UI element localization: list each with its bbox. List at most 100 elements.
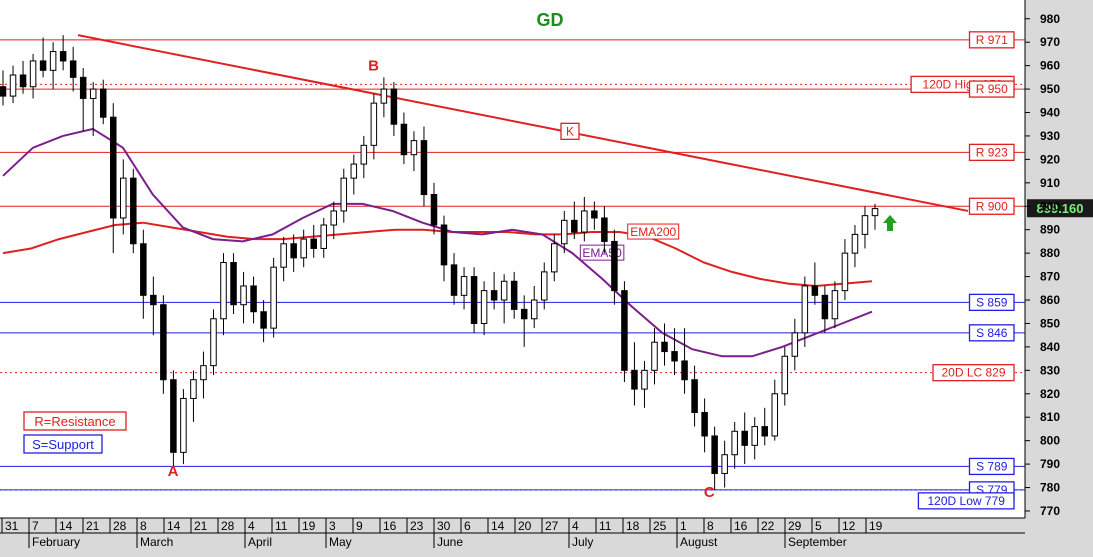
level-label-box <box>968 31 1015 49</box>
candle-body <box>681 360 688 381</box>
x-tick-label: 11 <box>599 519 612 533</box>
x-tick-label: 31 <box>5 519 19 533</box>
y-tick-label: 970 <box>1040 35 1060 49</box>
y-tick-label: 820 <box>1040 387 1060 401</box>
month-label: March <box>140 535 173 549</box>
x-tick-label: 4 <box>572 519 579 533</box>
candle-body <box>490 290 498 301</box>
candle-body <box>350 163 358 179</box>
month-label: February <box>32 535 80 549</box>
candle-body <box>400 123 408 156</box>
candle-body <box>9 74 17 97</box>
candle-body <box>69 60 77 78</box>
candle-body <box>801 285 809 334</box>
x-tick-label: 14 <box>167 519 181 533</box>
candle-body <box>370 102 378 146</box>
y-tick-label: 940 <box>1040 106 1060 120</box>
candle-body <box>791 332 799 357</box>
candle-body <box>260 311 267 329</box>
level-label: 20D LC 829 <box>932 364 1015 382</box>
candle-body <box>140 243 147 296</box>
legend-box <box>23 411 127 431</box>
series-label-text: EMA200 <box>630 225 676 239</box>
candle-body <box>150 294 157 306</box>
level-label-box <box>917 492 1015 510</box>
x-axis-band <box>0 518 1025 552</box>
y-tick-label: 950 <box>1040 82 1060 96</box>
month-label: August <box>680 535 718 549</box>
annotation-label: A <box>168 463 179 480</box>
month-label: July <box>572 535 593 549</box>
candle-body <box>240 285 247 306</box>
y-tick-label: 810 <box>1040 410 1060 424</box>
x-tick-label: 6 <box>464 519 471 533</box>
candle-body <box>520 308 528 320</box>
candle-body <box>300 238 307 259</box>
candle-body <box>500 280 508 301</box>
candle-body <box>330 210 338 226</box>
y-tick-label: 790 <box>1040 457 1060 471</box>
candle-body <box>751 426 758 446</box>
candle-body <box>701 412 708 437</box>
candle-body <box>320 224 327 249</box>
level-label-box <box>968 143 1015 162</box>
candle-body <box>39 60 47 71</box>
x-tick-label: 1 <box>680 519 687 533</box>
level-label-text: R 950 <box>976 82 1008 96</box>
y-tick-label: 930 <box>1040 129 1060 143</box>
x-tick-label: 16 <box>383 519 397 533</box>
y-tick-label: 830 <box>1040 363 1060 377</box>
series-line <box>2 221 873 288</box>
x-tick-label: 28 <box>113 519 127 533</box>
annotation-label: B <box>368 57 379 74</box>
candle-body <box>250 285 257 313</box>
candle-body <box>661 341 668 353</box>
month-label: April <box>248 535 272 549</box>
y-tick-label: 850 <box>1040 316 1060 330</box>
x-tick-label: 23 <box>410 519 424 533</box>
candle-body <box>360 144 368 165</box>
candle-body <box>651 341 658 371</box>
y-tick-label: 770 <box>1040 504 1060 518</box>
series-line <box>2 127 873 358</box>
candle-body <box>551 243 558 273</box>
level-label: R 950 <box>968 80 1015 98</box>
candle-body <box>601 217 608 242</box>
candle-body <box>290 243 297 259</box>
candle-body <box>220 262 227 320</box>
candle-body <box>591 210 598 219</box>
level-label-text: R 900 <box>976 199 1008 213</box>
level-label: 120D Low 779 <box>917 492 1015 510</box>
y-tick-label: 900 <box>1040 199 1060 213</box>
x-tick-label: 22 <box>761 519 775 533</box>
level-label: R 923 <box>968 143 1015 162</box>
x-tick-label: 11 <box>275 519 288 533</box>
candle-body <box>0 86 7 97</box>
candle-body <box>470 276 478 324</box>
candle-body <box>340 177 348 212</box>
x-tick-label: 8 <box>707 519 714 533</box>
candle-body <box>390 88 398 125</box>
last-price-tag <box>1027 199 1093 218</box>
candle-body <box>510 280 518 310</box>
x-tick-label: 9 <box>356 519 363 533</box>
x-tick-label: 28 <box>221 519 235 533</box>
level-label-box <box>968 197 1015 215</box>
x-tick-label: 14 <box>491 519 505 533</box>
candle-body <box>230 262 237 306</box>
y-tick-label: 980 <box>1040 12 1060 26</box>
y-tick-label: 910 <box>1040 176 1060 190</box>
x-tick-label: 18 <box>626 519 640 533</box>
candle-body <box>200 365 207 381</box>
x-tick-label: 25 <box>653 519 667 533</box>
legend-box <box>23 434 103 454</box>
candle-body <box>280 243 287 268</box>
trendline <box>77 34 969 212</box>
y-tick-label: 960 <box>1040 59 1060 73</box>
candle-body <box>430 194 438 226</box>
candle-body <box>871 208 879 217</box>
candle-body <box>691 379 698 414</box>
series-label-box <box>627 223 680 240</box>
candle-body <box>861 215 869 235</box>
chart-title: GD <box>537 10 564 30</box>
